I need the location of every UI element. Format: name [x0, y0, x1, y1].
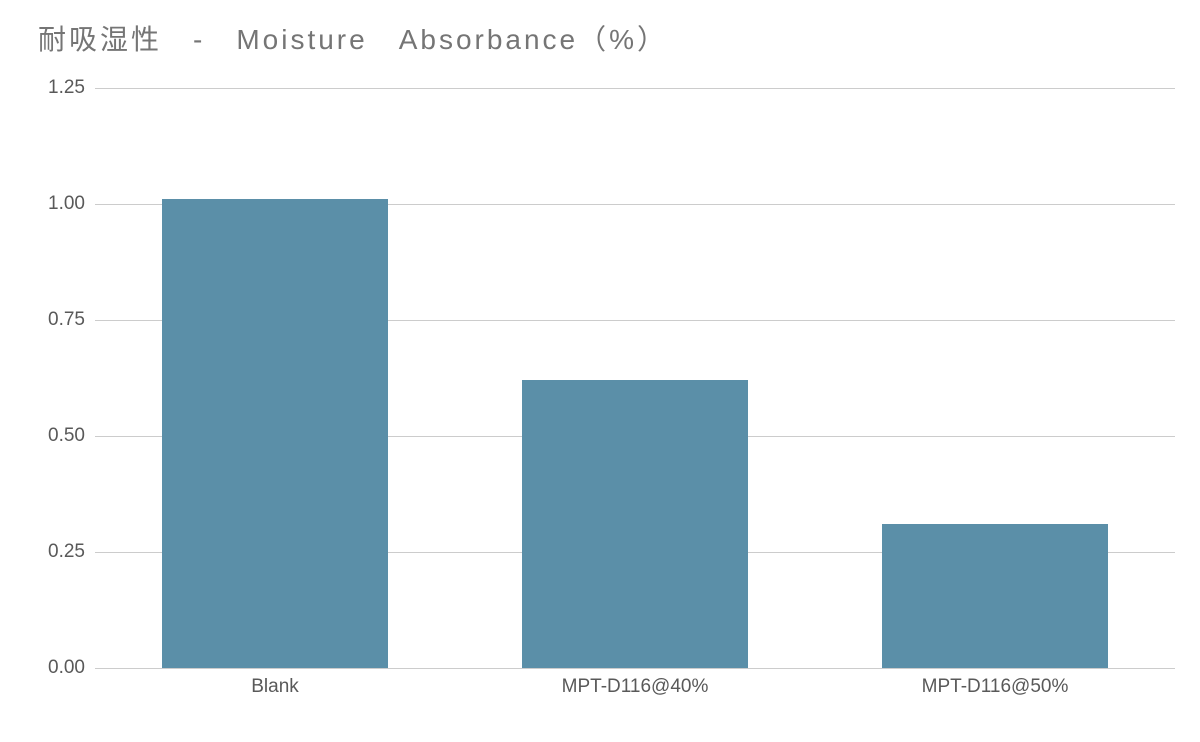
bar — [882, 524, 1109, 668]
y-tick-label: 0.75 — [48, 309, 85, 331]
x-tick-label: MPT-D116@50% — [922, 676, 1069, 698]
plot-area — [95, 88, 1175, 668]
x-tick-label: Blank — [251, 676, 299, 698]
gridline — [95, 88, 1175, 89]
y-tick-label: 1.25 — [48, 77, 85, 99]
chart-container: 耐吸湿性 - Moisture Absorbance（%） 0.00 0.25 … — [0, 0, 1200, 742]
y-tick-label: 1.00 — [48, 193, 85, 215]
chart-title: 耐吸湿性 - Moisture Absorbance（%） — [38, 18, 668, 58]
bar — [162, 199, 389, 668]
y-tick-label: 0.25 — [48, 541, 85, 563]
y-tick-label: 0.50 — [48, 425, 85, 447]
y-tick-label: 0.00 — [48, 657, 85, 679]
gridline-baseline — [95, 668, 1175, 669]
bar — [522, 380, 749, 668]
x-tick-label: MPT-D116@40% — [562, 676, 709, 698]
